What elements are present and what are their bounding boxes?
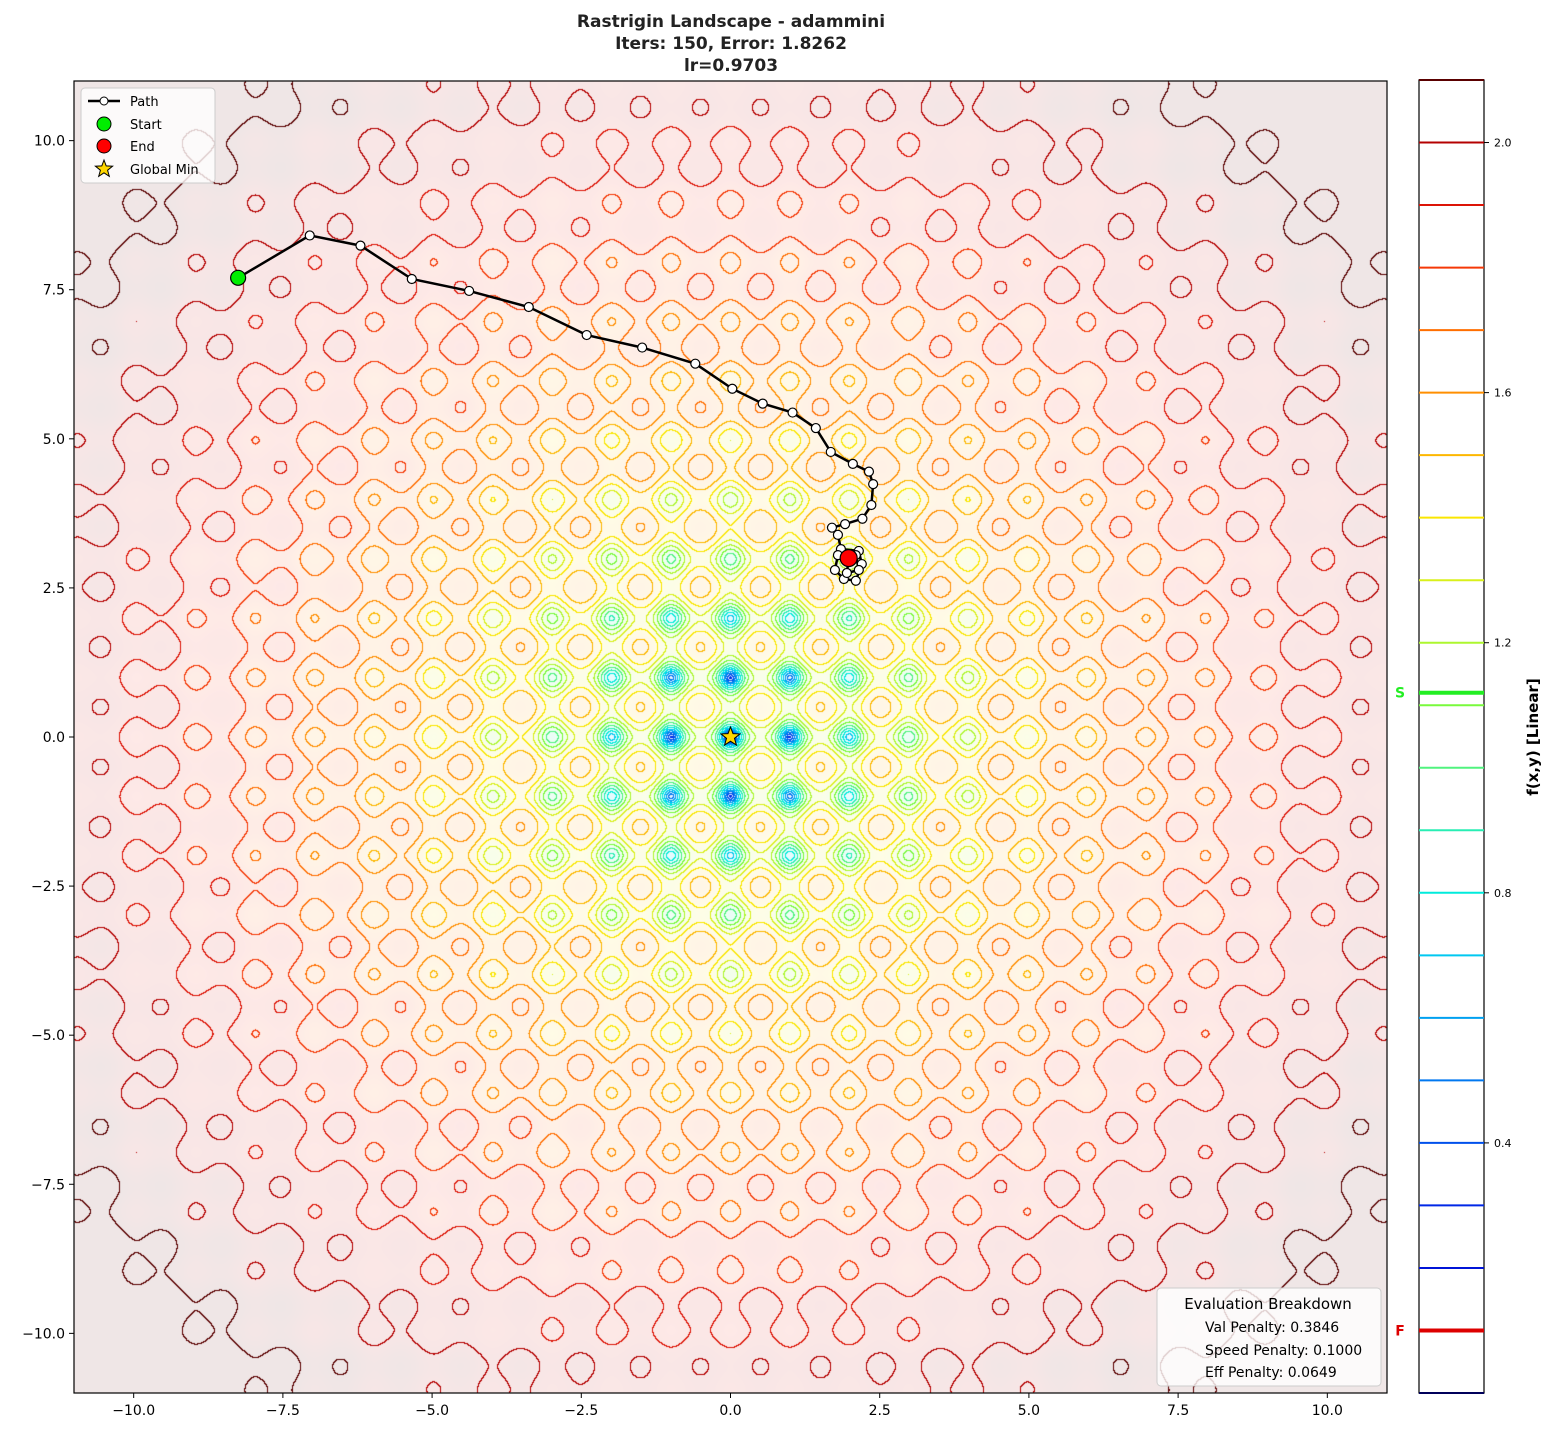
y-tick-label: 5.0 — [43, 432, 65, 448]
path-point — [810, 422, 821, 434]
path-point — [847, 458, 858, 469]
colorbar-tick-label: 0.8 — [1494, 887, 1512, 900]
y-tick-label: −10.0 — [22, 1326, 65, 1342]
colorbar-marker-label: S — [1395, 686, 1405, 702]
x-tick-label: −5.0 — [415, 1403, 449, 1419]
legend-path-marker — [99, 96, 109, 106]
path-point — [406, 273, 417, 285]
evaluation-eff-penalty: Eff Penalty: 0.0649 — [1205, 1365, 1337, 1381]
path-point — [826, 522, 838, 533]
colorbar-tick-label: 0.4 — [1494, 1137, 1512, 1150]
path-point — [829, 564, 841, 576]
path-point — [727, 383, 738, 394]
x-tick-label: 0.0 — [719, 1403, 741, 1419]
path-point — [866, 499, 877, 511]
path-point — [863, 466, 875, 477]
evaluation-speed-penalty: Speed Penalty: 0.1000 — [1205, 1343, 1362, 1359]
y-tick-label: −2.5 — [31, 879, 65, 895]
path-point — [355, 240, 366, 251]
x-tick-label: 10.0 — [1312, 1403, 1343, 1419]
path-point — [832, 529, 844, 540]
y-tick-label: 2.5 — [43, 581, 65, 597]
path-point — [637, 342, 648, 353]
x-tick-label: 2.5 — [869, 1403, 891, 1419]
legend-end-marker — [96, 138, 112, 154]
legend-end-label: End — [130, 140, 155, 155]
path-point — [841, 567, 852, 579]
x-tick-label: −7.5 — [266, 1403, 300, 1419]
path-point — [825, 446, 836, 458]
path-point — [857, 513, 868, 524]
legend-start-label: Start — [130, 118, 162, 133]
path-point — [850, 575, 861, 586]
evaluation-breakdown: Evaluation Breakdown Val Penalty: 0.3846… — [1156, 1287, 1382, 1387]
legend-start-marker — [96, 116, 112, 132]
optimizer-path-line — [237, 234, 875, 583]
global-min-marker — [719, 725, 742, 747]
y-tick-label: 10.0 — [34, 134, 65, 150]
colorbar-tick-label: 2.0 — [1494, 137, 1512, 150]
x-tick-label: −2.5 — [564, 1403, 598, 1419]
path-point — [581, 329, 592, 341]
path-point — [853, 564, 864, 576]
path-point — [868, 479, 879, 490]
x-tick-label: −10.0 — [112, 1403, 155, 1419]
legend-globalmin-label: Global Min — [130, 163, 199, 178]
title-line-3: lr=0.9703 — [684, 56, 778, 76]
y-tick-label: 7.5 — [43, 283, 65, 299]
y-tick-label: −7.5 — [31, 1177, 65, 1193]
chart-title: Rastrigin Landscape - adammini Iters: 15… — [577, 12, 885, 76]
path-point — [839, 518, 851, 530]
x-tick-label: 5.0 — [1018, 1403, 1040, 1419]
y-tick-label: −5.0 — [31, 1028, 65, 1044]
path-point — [304, 230, 315, 241]
legend-star-marker — [94, 158, 114, 178]
x-tick-label: 7.5 — [1167, 1403, 1189, 1419]
colorbar-tick-label: 1.2 — [1494, 637, 1512, 650]
path-point — [757, 398, 768, 409]
path-point — [690, 358, 701, 369]
legend: Path Start End Global Min — [80, 87, 216, 184]
end-marker — [839, 548, 858, 568]
colorbar-label: f(x,y) [Linear] — [1524, 678, 1542, 795]
path-point — [463, 285, 475, 297]
legend-path-label: Path — [130, 95, 159, 110]
path-point — [523, 301, 534, 313]
colorbar-marker-label: F — [1395, 1323, 1405, 1339]
evaluation-title: Evaluation Breakdown — [1184, 1295, 1352, 1313]
evaluation-val-penalty: Val Penalty: 0.3846 — [1205, 1320, 1339, 1336]
title-line-2: Iters: 150, Error: 1.8262 — [615, 34, 847, 54]
colorbar: 0.4 0.8 1.2 1.6 2.0 S F f(x,y) [Linear] — [1395, 79, 1542, 1394]
colorbar-tick-label: 1.6 — [1494, 387, 1512, 400]
y-tick-label: 0.0 — [43, 730, 65, 746]
start-marker — [230, 269, 247, 286]
title-line-1: Rastrigin Landscape - adammini — [577, 12, 885, 32]
path-point — [787, 407, 798, 418]
